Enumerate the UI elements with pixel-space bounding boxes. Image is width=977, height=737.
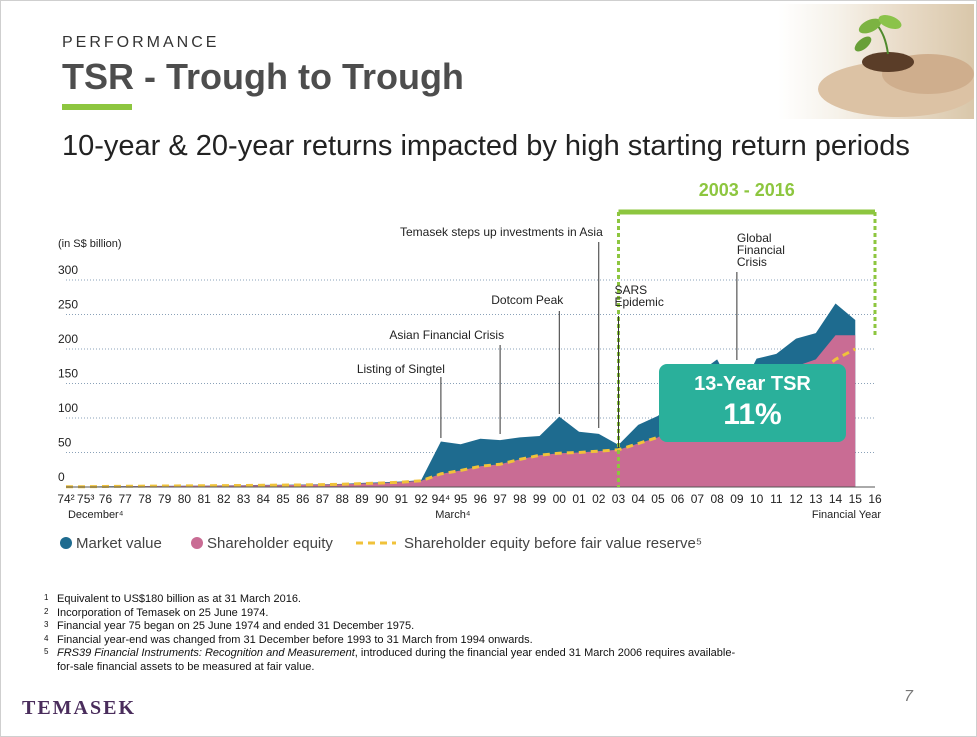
- x-tick-label: 06: [671, 492, 685, 506]
- x-tick-label: 14: [829, 492, 843, 506]
- section-label: PERFORMANCE: [62, 34, 220, 51]
- y-tick-label: 50: [58, 436, 72, 450]
- y-axis-unit-label: (in S$ billion): [58, 238, 122, 250]
- x-tick-label: 96: [474, 492, 488, 506]
- annotation-label: SARS Epidemic: [614, 283, 663, 309]
- page-number: 7: [904, 688, 913, 705]
- x-tick-label: 95: [454, 492, 468, 506]
- footnote: 1 Equivalent to US$180 billion as at 31 M…: [44, 593, 301, 605]
- x-tick-label: 75³: [77, 492, 94, 506]
- annotation-label: Asian Financial Crisis: [389, 328, 504, 342]
- x-tick-label: 00: [553, 492, 567, 506]
- x-tick-label: 09: [730, 492, 744, 506]
- title-underline: [62, 104, 132, 110]
- x-tick-label: 80: [178, 492, 192, 506]
- x-tick-label: 74²: [57, 492, 74, 506]
- legend-label-shareholder-equity: Shareholder equity: [207, 535, 333, 552]
- x-tick-label: 77: [119, 492, 133, 506]
- x-tick-label: 11: [770, 492, 783, 506]
- x-tick-label: 79: [158, 492, 172, 506]
- legend-marker-shareholder-equity: [191, 537, 203, 549]
- footnotes: 1 Equivalent to US$180 billion as at 31 M…: [44, 593, 744, 675]
- x-tick-label: 85: [276, 492, 290, 506]
- highlight-period-label: 2003 - 2016: [699, 180, 795, 200]
- y-tick-label: 0: [58, 470, 65, 484]
- x-tick-label: 98: [513, 492, 527, 506]
- shareholder-equity-area: [66, 335, 856, 487]
- x-tick-label: 84: [257, 492, 271, 506]
- x-tick-label: 02: [592, 492, 606, 506]
- x-tick-label: 76: [99, 492, 113, 506]
- x-tick-label: 03: [612, 492, 626, 506]
- x-tick-label: 88: [336, 492, 350, 506]
- x-tick-label: 97: [493, 492, 507, 506]
- x-tick-label: 83: [237, 492, 251, 506]
- x-tick-label: 87: [316, 492, 330, 506]
- x-tick-label: 78: [138, 492, 152, 506]
- x-tick-label: 90: [375, 492, 389, 506]
- tsr-callout: 13-Year TSR 11%: [659, 364, 846, 442]
- x-tick-label: 16: [868, 492, 882, 506]
- x-tick-label: 13: [809, 492, 823, 506]
- page-subtitle: 10-year & 20-year returns impacted by hi…: [62, 130, 910, 162]
- x-tick-label: 10: [750, 492, 764, 506]
- legend-label-fair-value: Shareholder equity before fair value res…: [404, 535, 702, 552]
- legend-label-market-value: Market value: [76, 535, 162, 552]
- x-tick-label: 04: [632, 492, 646, 506]
- y-tick-label: 300: [58, 263, 78, 277]
- footnote: 4 Financial year-end was changed from 31 …: [44, 633, 533, 646]
- legend-marker-market-value: [60, 537, 72, 549]
- x-tick-label: 08: [710, 492, 724, 506]
- x-tick-label: 86: [296, 492, 310, 506]
- y-tick-label: 250: [58, 298, 78, 312]
- tsr-chart: 0 50 100 150 200 250 300 (in S$ billion) 74² 75³ 7…: [57, 180, 882, 552]
- x-tick-label: 92: [414, 492, 428, 506]
- x-tick-label: 89: [355, 492, 369, 506]
- annotation-label: Listing of Singtel: [357, 362, 445, 376]
- y-tick-label: 150: [58, 367, 78, 381]
- footnote: 5 FRS39 Financial Instruments: Recognitio…: [44, 647, 736, 673]
- x-sublabel-december: December⁴: [68, 509, 124, 521]
- x-tick-label: 01: [572, 492, 586, 506]
- x-tick-label: 82: [217, 492, 231, 506]
- x-tick-label: 05: [651, 492, 665, 506]
- x-tick-label: 94⁴: [432, 492, 451, 506]
- y-tick-label: 100: [58, 401, 78, 415]
- x-axis-title: Financial Year: [812, 509, 881, 521]
- x-tick-label: 99: [533, 492, 547, 506]
- footnote: 2 Incorporation of Temasek on 25 June 197…: [44, 606, 269, 619]
- page-title: TSR - Trough to Trough: [62, 56, 464, 97]
- x-tick-label: 07: [691, 492, 705, 506]
- x-tick-label: 15: [849, 492, 863, 506]
- tsr-callout-label: 13-Year TSR: [694, 373, 811, 395]
- annotation-label: Dotcom Peak: [491, 293, 564, 307]
- temasek-logo: TEMASEK: [22, 697, 137, 719]
- y-tick-label: 200: [58, 332, 78, 346]
- x-sublabel-march: March⁴: [435, 509, 471, 521]
- x-tick-label: 91: [395, 492, 409, 506]
- x-tick-label: 12: [789, 492, 803, 506]
- tsr-callout-value: 11%: [723, 398, 782, 431]
- annotation-label: Temasek steps up investments in Asia: [400, 225, 603, 239]
- x-tick-label: 81: [197, 492, 211, 506]
- footnote: 3 Financial year 75 began on 25 June 1974…: [44, 620, 415, 633]
- hands-seedling-photo: [778, 4, 977, 119]
- annotation-label: Global Financial Crisis: [737, 231, 785, 269]
